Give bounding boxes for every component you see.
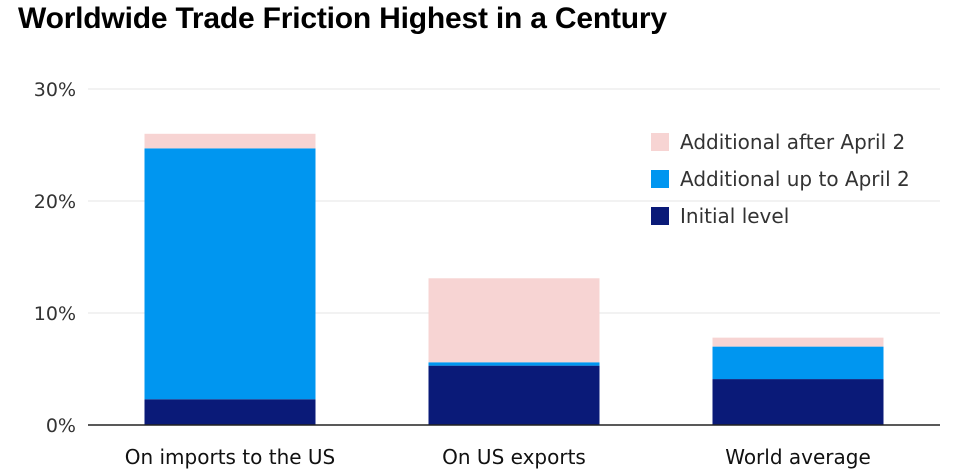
bar-segment [144,148,316,400]
y-tick-label: 10% [34,303,76,325]
bar-segment [712,337,884,347]
bar-segment [428,362,600,366]
y-tick-label: 30% [34,79,76,101]
legend-swatch [651,170,669,188]
chart-title: Worldwide Trade Friction Highest in a Ce… [18,2,667,35]
bars [144,133,884,425]
legend-label: Additional up to April 2 [680,167,910,191]
legend-item: Additional up to April 2 [651,167,910,191]
legend-swatch [651,207,669,225]
bar-segment [428,365,600,425]
bar-segment [712,379,884,425]
x-tick-label: On US exports [442,445,586,469]
y-tick-label: 0% [46,415,76,437]
legend-item: Initial level [651,204,789,228]
legend: Additional after April 2 Additional up to… [651,130,910,228]
bar-segment [144,133,316,149]
x-tick-label: World average [725,445,871,469]
legend-label: Initial level [680,204,789,228]
y-tick-label: 20% [34,191,76,213]
bar-segment [144,399,316,425]
legend-label: Additional after April 2 [680,130,905,154]
y-axis-ticks: 0% 10% 20% 30% [34,79,76,437]
legend-swatch [651,133,669,151]
x-axis-labels: On imports to the US On US exports World a… [125,445,871,469]
bar-segment [428,278,600,363]
legend-item: Additional after April 2 [651,130,905,154]
bar-segment [712,346,884,380]
x-tick-label: On imports to the US [125,445,336,469]
